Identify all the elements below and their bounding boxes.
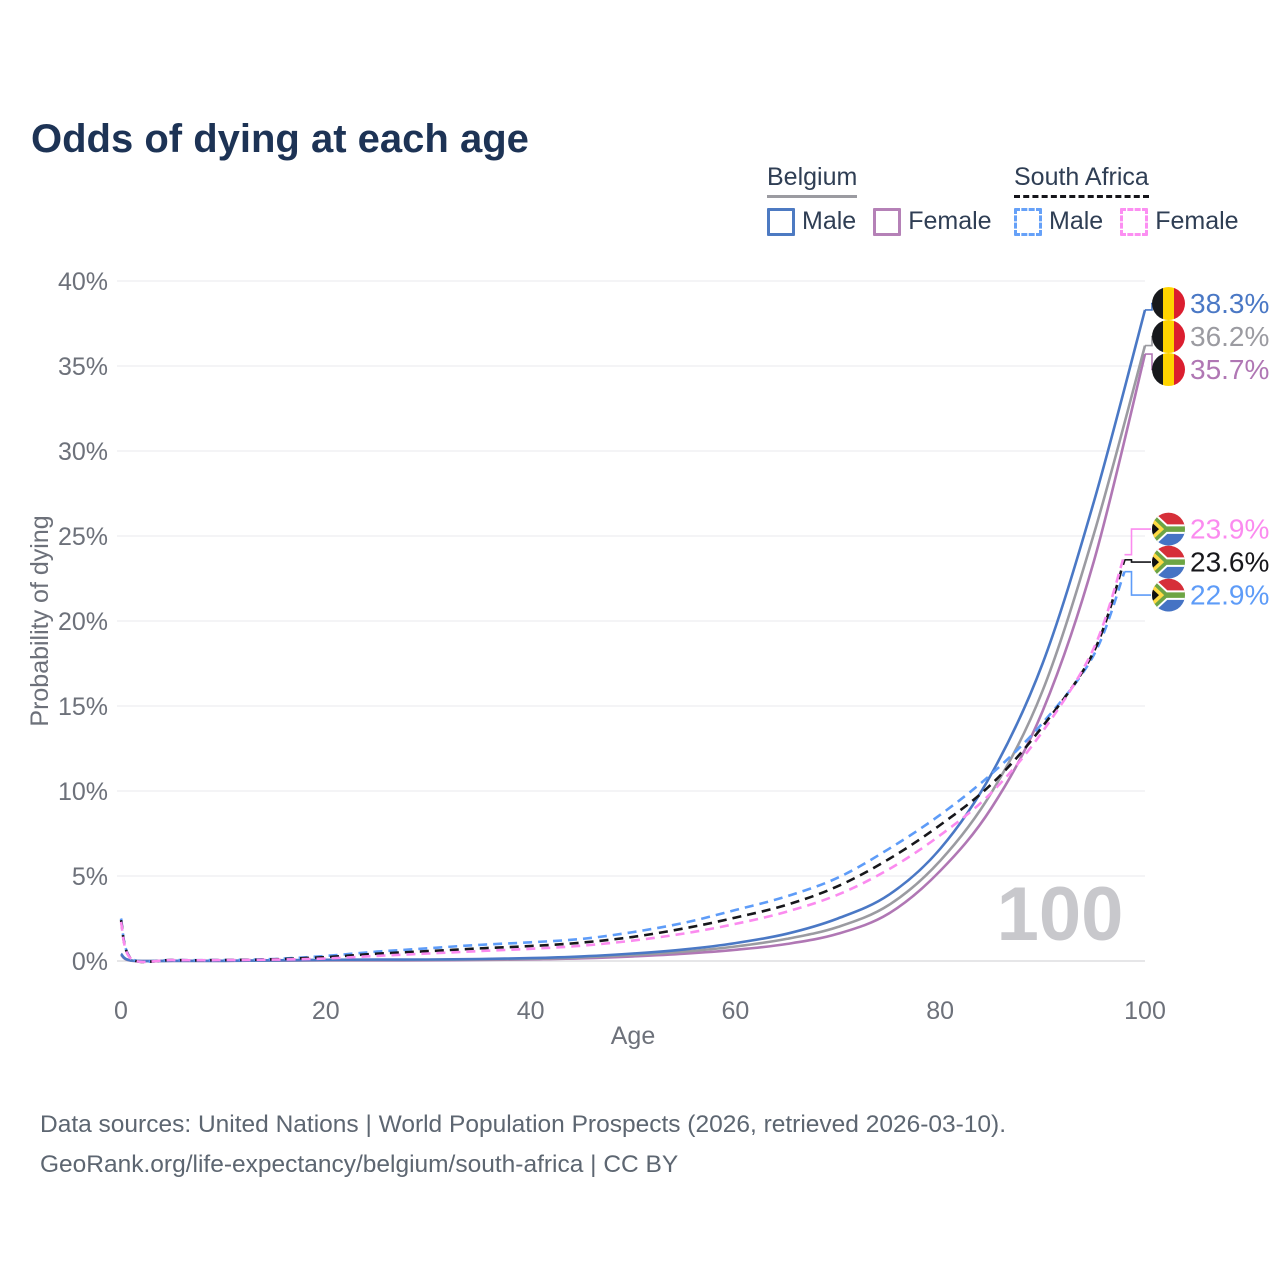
series-line-belgium-female[interactable] [120, 353, 1147, 963]
south-africa-flag-icon [1152, 545, 1185, 579]
end-label-connector-belgium-total [1145, 335, 1153, 347]
series-line-south-africa-total[interactable] [119, 559, 1126, 964]
end-label-connector-south-africa-female [1124, 528, 1151, 556]
y-tick-25%: 25% [58, 523, 108, 551]
end-labels: 38.3%36.2%35.7% 23.9%23.6%22.9% [1124, 287, 1269, 612]
legend-country-header: Belgium [767, 163, 858, 198]
y-tick-40%: 40% [58, 268, 108, 296]
series-lines [119, 309, 1147, 964]
legend-swatch [1014, 207, 1042, 236]
y-tick-30%: 30% [58, 438, 108, 466]
legend: Belgium Male Female South Africa Male Female [0, 163, 1280, 243]
series-line-belgium-total[interactable] [120, 345, 1147, 963]
y-tick-15%: 15% [58, 693, 108, 721]
x-tick-80: 80 [926, 997, 954, 1025]
legend-item-belgium-male[interactable]: Male [767, 207, 856, 236]
legend-item-label: Female [908, 207, 992, 235]
chart-title: Odds of dying at each age [31, 116, 529, 161]
end-value-south-africa-total: 23.6% [1190, 547, 1269, 578]
belgium-flag-icon [1152, 287, 1185, 321]
x-axis-title: Age [611, 1022, 655, 1050]
legend-items-row: Male Female [1014, 207, 1239, 236]
legend-items-row: Male Female [767, 207, 992, 236]
x-tick-60: 60 [721, 997, 749, 1025]
legend-swatch [1120, 207, 1149, 236]
series-line-belgium-male[interactable] [120, 309, 1147, 963]
belgium-flag-icon [1152, 320, 1185, 354]
series-line-south-africa-female[interactable] [119, 554, 1126, 964]
footer: Data sources: United Nations | World Pop… [40, 1105, 1006, 1185]
south-africa-flag-icon [1152, 512, 1185, 546]
footer-sources-line: Data sources: United Nations | World Pop… [40, 1111, 1007, 1138]
end-value-south-africa-male: 22.9% [1190, 580, 1269, 611]
y-tick-10%: 10% [58, 778, 108, 806]
axis-ticks: 0% 5% 10% 15% 20% 25% 30% 35% 40% 0 20 40 60 80 100 [58, 268, 1166, 1025]
legend-swatch [873, 207, 902, 236]
mortality-chart: 100 0% 5% 10% 15% 20% 25% 30% 35% 40% 0 20 40 60 80 10… [26, 268, 1269, 1050]
end-value-belgium-total: 36.2% [1190, 321, 1269, 352]
legend-item-belgium-female[interactable]: Female [873, 207, 992, 236]
y-tick-0%: 0% [72, 948, 108, 976]
x-tick-0: 0 [114, 997, 128, 1025]
legend-item-label: Male [1049, 207, 1104, 235]
legend-item-label: Female [1155, 207, 1239, 235]
end-value-south-africa-female: 23.9% [1190, 514, 1269, 545]
belgium-flag-icon [1152, 353, 1185, 387]
y-tick-20%: 20% [58, 608, 108, 636]
hovered-age-watermark: 100 [997, 872, 1124, 957]
end-label-connector-south-africa-total [1124, 559, 1151, 563]
series-line-south-africa-male[interactable] [119, 571, 1126, 964]
x-tick-100: 100 [1124, 997, 1166, 1025]
legend-item-label: Male [802, 207, 857, 235]
end-value-belgium-female: 35.7% [1190, 354, 1269, 385]
end-label-connector-belgium-female [1145, 353, 1153, 371]
end-label-connector-south-africa-male [1124, 570, 1151, 596]
legend-item-south-africa-female[interactable]: Female [1120, 207, 1239, 236]
end-label-connector-belgium-male [1145, 302, 1153, 311]
y-axis-title: Probability of dying [26, 515, 54, 726]
legend-swatch [767, 207, 795, 236]
end-value-belgium-male: 38.3% [1190, 288, 1269, 319]
south-africa-flag-icon [1152, 578, 1185, 612]
footer-attribution-line: GeoRank.org/life-expectancy/belgium/sout… [40, 1151, 679, 1178]
legend-item-south-africa-male[interactable]: Male [1014, 207, 1103, 236]
gridlines [117, 280, 1145, 962]
y-tick-35%: 35% [58, 353, 108, 381]
legend-group-south-africa: South Africa Male Female [1014, 163, 1239, 236]
legend-group-belgium: Belgium Male Female [767, 163, 992, 236]
y-tick-5%: 5% [72, 863, 108, 891]
legend-country-header: South Africa [1014, 163, 1149, 198]
x-tick-40: 40 [517, 997, 545, 1025]
x-tick-20: 20 [312, 997, 340, 1025]
